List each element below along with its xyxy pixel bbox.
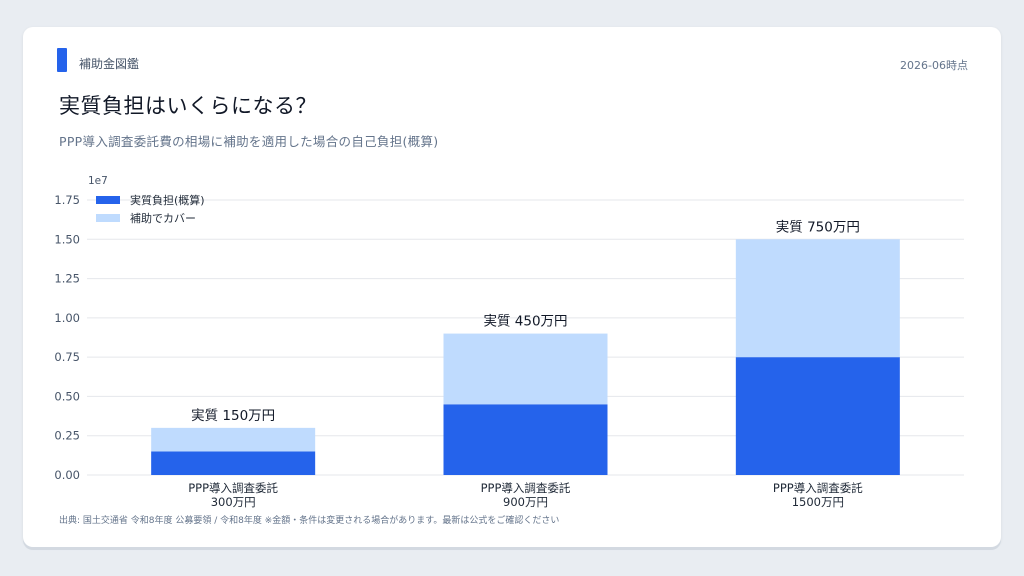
bar-subsidy-cover bbox=[151, 427, 316, 452]
x-tick-label: PPP導入調査委託 bbox=[481, 481, 571, 495]
as-of-date: 2026-06時点 bbox=[900, 59, 968, 72]
legend-label: 実質負担(概算) bbox=[130, 193, 205, 207]
y-axis-offset-label: 1e7 bbox=[88, 175, 108, 187]
y-tick-label: 0.25 bbox=[54, 429, 80, 443]
bar-subsidy-cover bbox=[443, 333, 608, 405]
page-subtitle: PPP導入調査委託費の相場に補助を適用した場合の自己負担(概算) bbox=[59, 134, 439, 149]
x-tick-label: 900万円 bbox=[503, 495, 548, 509]
x-tick-label: 300万円 bbox=[211, 495, 256, 509]
y-tick-label: 0.75 bbox=[54, 350, 80, 364]
legend-swatch bbox=[96, 196, 120, 204]
source-note: 出典: 国土交通省 令和8年度 公募要領 / 令和8年度 ※金額・条件は変更され… bbox=[59, 516, 560, 526]
data-label: 実質 150万円 bbox=[191, 408, 275, 424]
x-tick-label: PPP導入調査委託 bbox=[773, 481, 863, 495]
data-label: 実質 450万円 bbox=[483, 314, 567, 330]
legend-label: 補助でカバー bbox=[130, 211, 196, 225]
y-tick-label: 0.50 bbox=[54, 389, 80, 403]
y-tick-label: 1.00 bbox=[54, 311, 80, 325]
bar-self-pay bbox=[151, 451, 316, 475]
brand-label: 補助金図鑑 bbox=[79, 57, 140, 71]
bar-subsidy-cover bbox=[735, 239, 900, 358]
bar-self-pay bbox=[735, 357, 900, 475]
data-label: 実質 750万円 bbox=[776, 219, 860, 235]
y-tick-label: 1.25 bbox=[54, 272, 80, 286]
legend-swatch bbox=[96, 214, 120, 222]
y-tick-label: 0.00 bbox=[54, 468, 80, 482]
page-title: 実質負担はいくらになる？ bbox=[59, 94, 317, 118]
x-tick-label: PPP導入調査委託 bbox=[188, 481, 278, 495]
bar-self-pay bbox=[443, 404, 608, 475]
x-tick-label: 1500万円 bbox=[792, 495, 844, 509]
y-tick-label: 1.75 bbox=[54, 193, 80, 207]
brand-accent-bar bbox=[57, 48, 67, 72]
y-tick-label: 1.50 bbox=[54, 232, 80, 246]
